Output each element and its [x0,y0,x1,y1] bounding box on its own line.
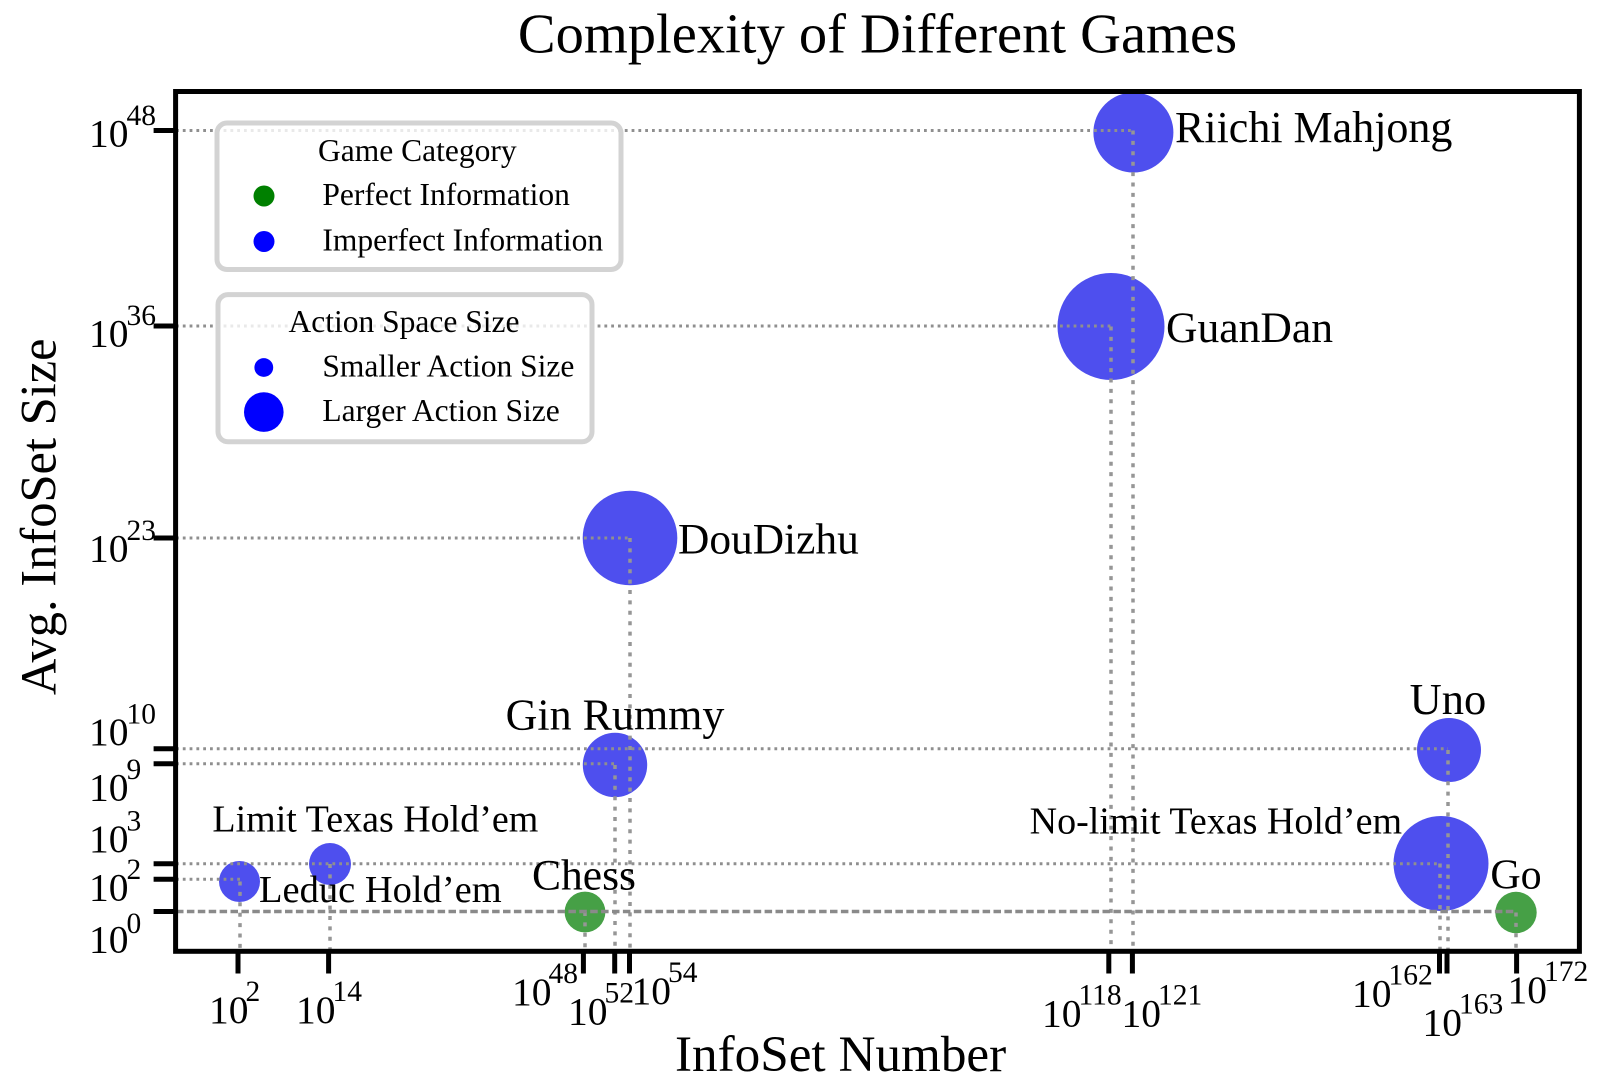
svg-text:GuanDan: GuanDan [1166,304,1333,352]
svg-text:Smaller Action Size: Smaller Action Size [322,349,574,384]
svg-text:Limit Texas Hold’em: Limit Texas Hold’em [212,799,538,841]
svg-text:54: 54 [668,957,698,989]
svg-text:10: 10 [89,766,129,810]
svg-text:10: 10 [1423,1001,1463,1045]
svg-text:23: 23 [127,515,157,547]
svg-text:2: 2 [246,976,261,1008]
svg-text:Uno: Uno [1410,674,1487,724]
svg-text:2: 2 [127,854,142,886]
svg-text:9: 9 [127,754,142,786]
svg-text:Avg. InfoSet Size: Avg. InfoSet Size [11,338,67,695]
svg-text:Larger Action Size: Larger Action Size [322,393,559,428]
svg-text:Game Category: Game Category [318,133,517,168]
svg-text:118: 118 [1079,980,1122,1012]
svg-text:10: 10 [89,527,129,571]
svg-text:163: 163 [1459,989,1503,1021]
svg-text:162: 162 [1389,960,1433,992]
svg-text:InfoSet Number: InfoSet Number [675,1026,1006,1083]
svg-text:Go: Go [1490,852,1541,898]
svg-text:Complexity of Different Games: Complexity of Different Games [518,4,1237,66]
svg-text:10: 10 [568,990,608,1034]
svg-text:14: 14 [333,976,363,1008]
svg-text:Riichi Mahjong: Riichi Mahjong [1175,103,1452,152]
svg-text:10: 10 [89,311,129,355]
svg-text:10: 10 [209,988,249,1032]
svg-text:Perfect Information: Perfect Information [322,177,570,212]
svg-text:172: 172 [1544,956,1588,988]
svg-text:Imperfect Information: Imperfect Information [322,222,603,257]
svg-text:10: 10 [89,111,129,155]
svg-text:10: 10 [512,970,552,1014]
svg-text:36: 36 [127,300,157,332]
svg-text:Leduc Hold’em: Leduc Hold’em [259,869,502,911]
svg-text:Gin Rummy: Gin Rummy [506,691,725,740]
svg-text:10: 10 [632,969,672,1013]
svg-text:121: 121 [1158,980,1202,1012]
svg-text:48: 48 [549,958,579,990]
svg-text:DouDizhu: DouDizhu [678,515,859,563]
svg-text:48: 48 [127,100,157,132]
svg-text:No-limit Texas Hold’em: No-limit Texas Hold’em [1030,801,1402,843]
svg-text:52: 52 [605,978,635,1010]
svg-text:10: 10 [89,817,129,861]
svg-text:Action Space Size: Action Space Size [289,304,520,339]
svg-text:10: 10 [1352,972,1392,1016]
svg-text:3: 3 [127,805,142,837]
svg-text:10: 10 [1508,968,1548,1012]
svg-text:10: 10 [296,988,336,1032]
svg-text:Chess: Chess [532,852,636,900]
svg-text:10: 10 [89,710,129,754]
svg-text:10: 10 [127,698,157,730]
svg-text:10: 10 [89,866,129,910]
svg-text:10: 10 [89,918,129,962]
svg-text:10: 10 [1042,992,1082,1036]
svg-text:0: 0 [127,908,142,940]
svg-text:10: 10 [1122,992,1162,1036]
